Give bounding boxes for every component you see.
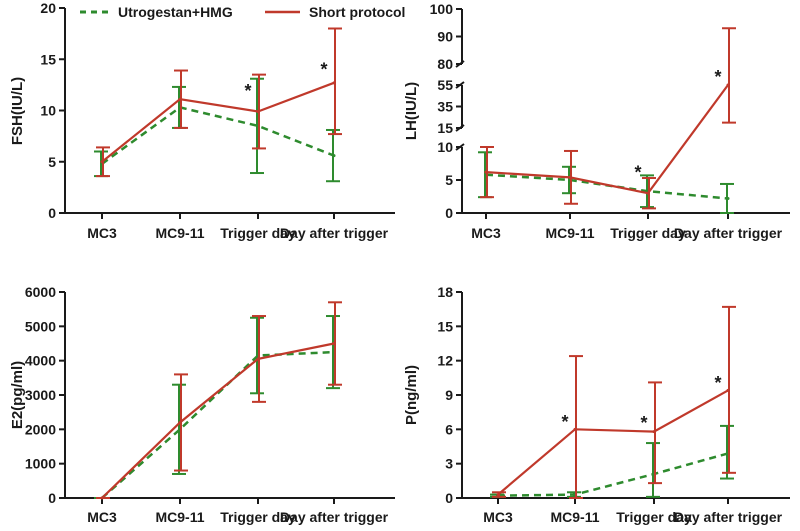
y-axis-title: FSH(IU/L) xyxy=(9,77,26,145)
y-tick-label: 15 xyxy=(40,51,56,67)
x-tick-label: MC3 xyxy=(483,509,513,525)
data-point xyxy=(652,430,656,434)
series-short-protocol xyxy=(492,305,736,499)
y-tick-label: 6000 xyxy=(25,284,56,300)
series-line xyxy=(497,452,729,497)
x-tick-label: Day after trigger xyxy=(674,509,783,525)
y-tick-label: 55 xyxy=(437,77,453,93)
data-point xyxy=(484,170,488,174)
y-tick-label: 90 xyxy=(437,29,453,45)
series-short-protocol xyxy=(480,27,736,210)
y-axis-title: LH(IU/L) xyxy=(403,82,420,140)
series-line xyxy=(101,106,335,165)
series-line xyxy=(485,173,729,200)
y-tick-label: 9 xyxy=(445,387,453,403)
x-tick-label: MC9-11 xyxy=(545,225,594,241)
series-utrogestan-hmg xyxy=(490,424,734,498)
y-tick-label: 3 xyxy=(445,456,453,472)
y-tick-label: 18 xyxy=(437,284,453,300)
y-axis-title: E2(pg/ml) xyxy=(9,361,26,429)
series-line xyxy=(101,350,335,499)
data-point xyxy=(573,427,577,431)
y-tick-label: 3000 xyxy=(25,387,56,403)
legend: Utrogestan+HMG Short protocol xyxy=(80,4,405,20)
series-utrogestan-hmg xyxy=(478,151,734,214)
data-point xyxy=(332,342,336,345)
x-tick-label: Day after trigger xyxy=(280,509,389,525)
y-tick-label: 0 xyxy=(48,490,56,506)
y-tick-label: 1000 xyxy=(25,456,56,472)
y-tick-label: 5 xyxy=(445,172,453,188)
series-line xyxy=(101,342,335,499)
significance-star: * xyxy=(561,412,568,432)
data-point xyxy=(726,83,730,87)
x-tick-label: Trigger day xyxy=(616,509,692,525)
x-tick-label: Day after trigger xyxy=(280,225,389,241)
data-point xyxy=(100,160,104,164)
significance-star: * xyxy=(320,60,327,80)
series-line xyxy=(485,84,729,195)
y-tick-label: 0 xyxy=(48,205,56,221)
x-tick-label: Trigger day xyxy=(220,225,296,241)
y-tick-label: 5 xyxy=(48,154,56,170)
x-tick-label: MC3 xyxy=(471,225,501,241)
chart-panel-2: 0 5 10 15 35 55 80 90 100 MC3 MC9-11 Trigger dayDay… xyxy=(403,1,790,241)
y-tick-label: 10 xyxy=(40,103,56,119)
data-point xyxy=(256,357,260,361)
data-point xyxy=(178,420,182,424)
y-tick-label: 2000 xyxy=(25,421,56,437)
data-point xyxy=(496,493,500,497)
y-tick-label: 80 xyxy=(437,56,453,72)
series-short-protocol xyxy=(96,27,342,178)
y-tick-label: 0 xyxy=(445,490,453,506)
data-point xyxy=(332,81,336,85)
series-line xyxy=(497,389,729,496)
y-tick-label: 15 xyxy=(437,318,453,334)
y-tick-label: 6 xyxy=(445,421,453,437)
legend-label-utrogestan: Utrogestan+HMG xyxy=(118,4,233,20)
significance-star: * xyxy=(640,413,647,433)
x-tick-label: MC3 xyxy=(87,509,117,525)
x-tick-label: MC9-11 xyxy=(550,509,599,525)
data-point xyxy=(726,196,730,200)
x-tick-label: Trigger day xyxy=(610,225,686,241)
series-line xyxy=(101,81,335,163)
x-tick-label: Trigger day xyxy=(220,509,296,525)
data-point xyxy=(332,154,336,158)
data-point xyxy=(726,388,730,392)
y-tick-label: 15 xyxy=(437,120,453,136)
significance-star: * xyxy=(714,67,721,87)
y-tick-label: 35 xyxy=(437,99,453,115)
significance-star: * xyxy=(634,163,641,183)
significance-star: * xyxy=(244,81,251,101)
y-tick-label: 5000 xyxy=(25,318,56,334)
data-point xyxy=(646,191,650,195)
y-tick-label: 4000 xyxy=(25,353,56,369)
series-short-protocol xyxy=(96,301,342,500)
data-point xyxy=(568,175,572,179)
x-tick-label: MC9-11 xyxy=(155,509,204,525)
data-point xyxy=(100,496,104,500)
x-tick-label: MC3 xyxy=(87,225,117,241)
x-tick-label: Day after trigger xyxy=(674,225,783,241)
y-tick-label: 12 xyxy=(437,353,453,369)
y-tick-label: 0 xyxy=(445,205,453,221)
series-utrogestan-hmg xyxy=(94,315,340,500)
y-tick-label: 100 xyxy=(430,1,454,17)
data-point xyxy=(178,97,182,101)
y-axis-title: P(ng/ml) xyxy=(403,365,420,425)
legend-label-short: Short protocol xyxy=(309,4,405,20)
y-tick-label: 10 xyxy=(437,139,453,155)
data-point xyxy=(256,110,260,114)
significance-star: * xyxy=(714,373,721,393)
y-tick-label: 20 xyxy=(40,0,56,16)
x-tick-label: MC9-11 xyxy=(155,225,204,241)
chart-panel-3: 0 1000 2000 3000 4000 5000 6000 MC3 MC9-11 Trigge… xyxy=(9,284,395,525)
